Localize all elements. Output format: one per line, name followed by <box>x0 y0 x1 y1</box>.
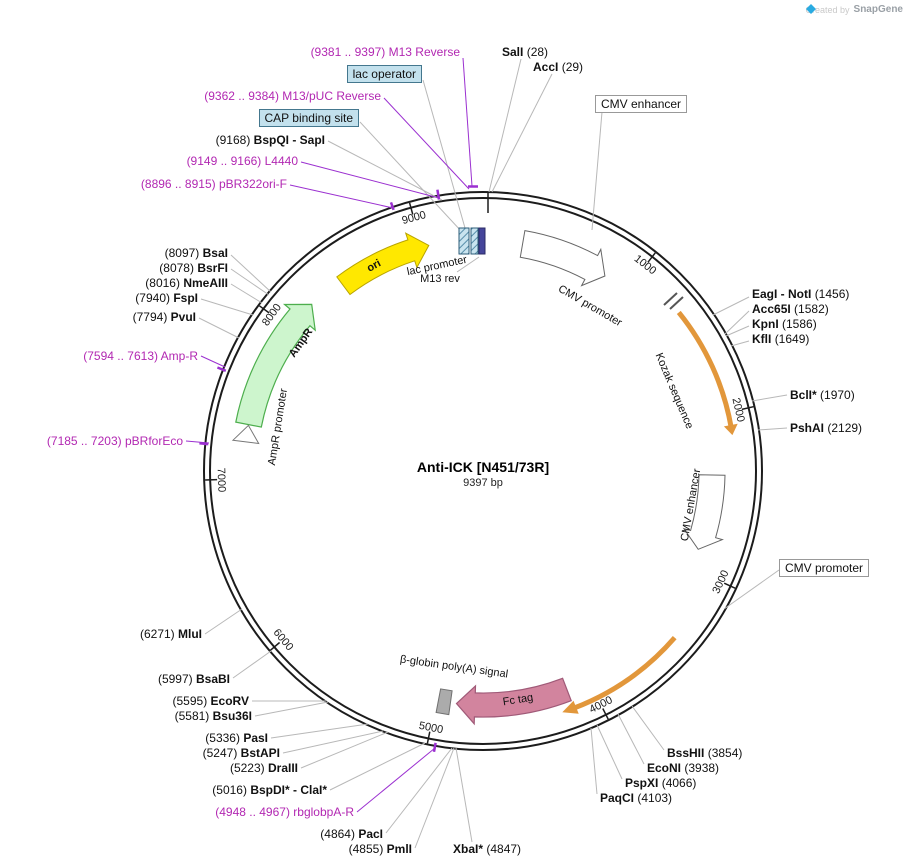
site-label-paci[interactable]: (4864) PacI <box>320 827 383 841</box>
site-label-bspdi-clai[interactable]: (5016) BspDI* - ClaI* <box>212 783 327 797</box>
site-label-fspi[interactable]: (7940) FspI <box>135 291 198 305</box>
site-label-econi[interactable]: EcoNI (3938) <box>647 761 720 775</box>
site-label-bspqi-sapi[interactable]: (9168) BspQI - SapI <box>215 133 325 147</box>
site-label-eagi-noti[interactable]: EagI - NotI (1456) <box>752 287 850 301</box>
site-label-sali[interactable]: SalI (28) <box>502 45 549 59</box>
backbone-ring-inner[interactable] <box>209 197 757 745</box>
primer-label-m13-puc-reverse[interactable]: (9362 .. 9384) M13/pUC Reverse <box>204 89 381 103</box>
site-label-bsai[interactable]: (8097) BsaI <box>164 246 228 260</box>
primer-site-ticks <box>199 185 478 753</box>
site-label-bstapi[interactable]: (5247) BstAPI <box>202 746 280 760</box>
site-label-kpni[interactable]: KpnI (1586) <box>752 317 817 331</box>
cmv-enhancer-boxed-label[interactable]: CMV enhancer <box>595 95 688 113</box>
primer-label-pbrforeco[interactable]: (7185 .. 7203) pBRforEco <box>46 434 183 448</box>
site-label-bcli[interactable]: BclI* (1970) <box>790 388 855 402</box>
primer-label-l4440[interactable]: (9149 .. 9166) L4440 <box>186 154 298 168</box>
tick-label-7000: 7000 <box>214 467 228 493</box>
enzyme-leader-lines <box>198 58 788 849</box>
watermark-created-by: Created by <box>805 4 850 15</box>
cmv-promoter-arrow[interactable] <box>519 230 606 287</box>
site-label-bsshii[interactable]: BssHII (3854) <box>667 746 743 760</box>
site-label-bsrfi[interactable]: (8078) BsrFI <box>159 261 228 275</box>
primer-label-m13-reverse[interactable]: (9381 .. 9397) M13 Reverse <box>310 45 460 59</box>
site-label-pmli[interactable]: (4855) PmlI <box>348 842 412 856</box>
orf-arc-right[interactable] <box>676 310 738 436</box>
site-label-kfli[interactable]: KflI (1649) <box>752 332 810 346</box>
site-label-pshai[interactable]: PshAI (2129) <box>790 421 863 435</box>
snapgene-logo-icon <box>805 4 816 14</box>
m13-rev-box[interactable] <box>478 227 486 255</box>
site-label-xbai[interactable]: XbaI* (4847) <box>453 842 522 856</box>
site-label-acci[interactable]: AccI (29) <box>533 60 584 74</box>
watermark: Created by SnapGene <box>805 4 903 15</box>
site-label-pvui[interactable]: (7794) PvuI <box>132 310 196 324</box>
backbone-ring-outer[interactable] <box>203 191 763 751</box>
primer-leader-lines <box>185 57 473 813</box>
site-label-bsu36i[interactable]: (5581) Bsu36I <box>174 709 252 723</box>
cap-binding-site-box[interactable] <box>458 227 470 255</box>
m13-rev-label[interactable]: M13 rev <box>420 273 460 285</box>
site-label-paqci[interactable]: PaqCI (4103) <box>600 791 673 805</box>
position-tick-marks <box>205 202 754 744</box>
cap-binding-site-boxed-label[interactable]: CAP binding site <box>258 109 359 127</box>
kozak-mark[interactable] <box>663 292 684 310</box>
ampr-promoter-arrow[interactable] <box>231 424 260 445</box>
lac-operator-boxed-label[interactable]: lac operator <box>346 65 422 83</box>
watermark-brand: SnapGene <box>853 4 903 15</box>
orf-arc-bottom[interactable] <box>562 635 677 714</box>
lac-operator-box[interactable] <box>470 227 479 255</box>
site-label-ecorv[interactable]: (5595) EcoRV <box>172 694 250 708</box>
site-label-pspxi[interactable]: PspXI (4066) <box>625 776 697 790</box>
ori-arrow[interactable] <box>336 232 430 296</box>
fc-tag-arrow[interactable] <box>455 677 572 726</box>
primer-label-pbr322ori-f[interactable]: (8896 .. 8915) pBR322ori-F <box>140 177 287 191</box>
cmv-enhancer-arrow[interactable] <box>682 474 726 550</box>
site-label-acc65i[interactable]: Acc65I (1582) <box>752 302 829 316</box>
primer-label-rbglobpa-r[interactable]: (4948 .. 4967) rbglobpA-R <box>215 805 354 819</box>
plasmid-title-block: Anti-ICK [N451/73R] 9397 bp <box>417 459 549 489</box>
site-label-bsabi[interactable]: (5997) BsaBI <box>157 672 230 686</box>
site-label-mlui[interactable]: (6271) MluI <box>139 627 202 641</box>
bglobin-polya-box[interactable] <box>435 688 453 716</box>
ampr-arrow[interactable] <box>235 303 317 428</box>
plasmid-size: 9397 bp <box>463 477 503 489</box>
plasmid-name: Anti-ICK [N451/73R] <box>416 459 550 475</box>
primer-label-amp-r[interactable]: (7594 .. 7613) Amp-R <box>83 349 198 363</box>
site-label-nmeaiii[interactable]: (8016) NmeAIII <box>145 276 228 290</box>
cmv-promoter-boxed-label[interactable]: CMV promoter <box>779 559 870 577</box>
site-label-draiii[interactable]: (5223) DraIII <box>229 761 298 775</box>
site-label-pasi[interactable]: (5336) PasI <box>205 731 268 745</box>
